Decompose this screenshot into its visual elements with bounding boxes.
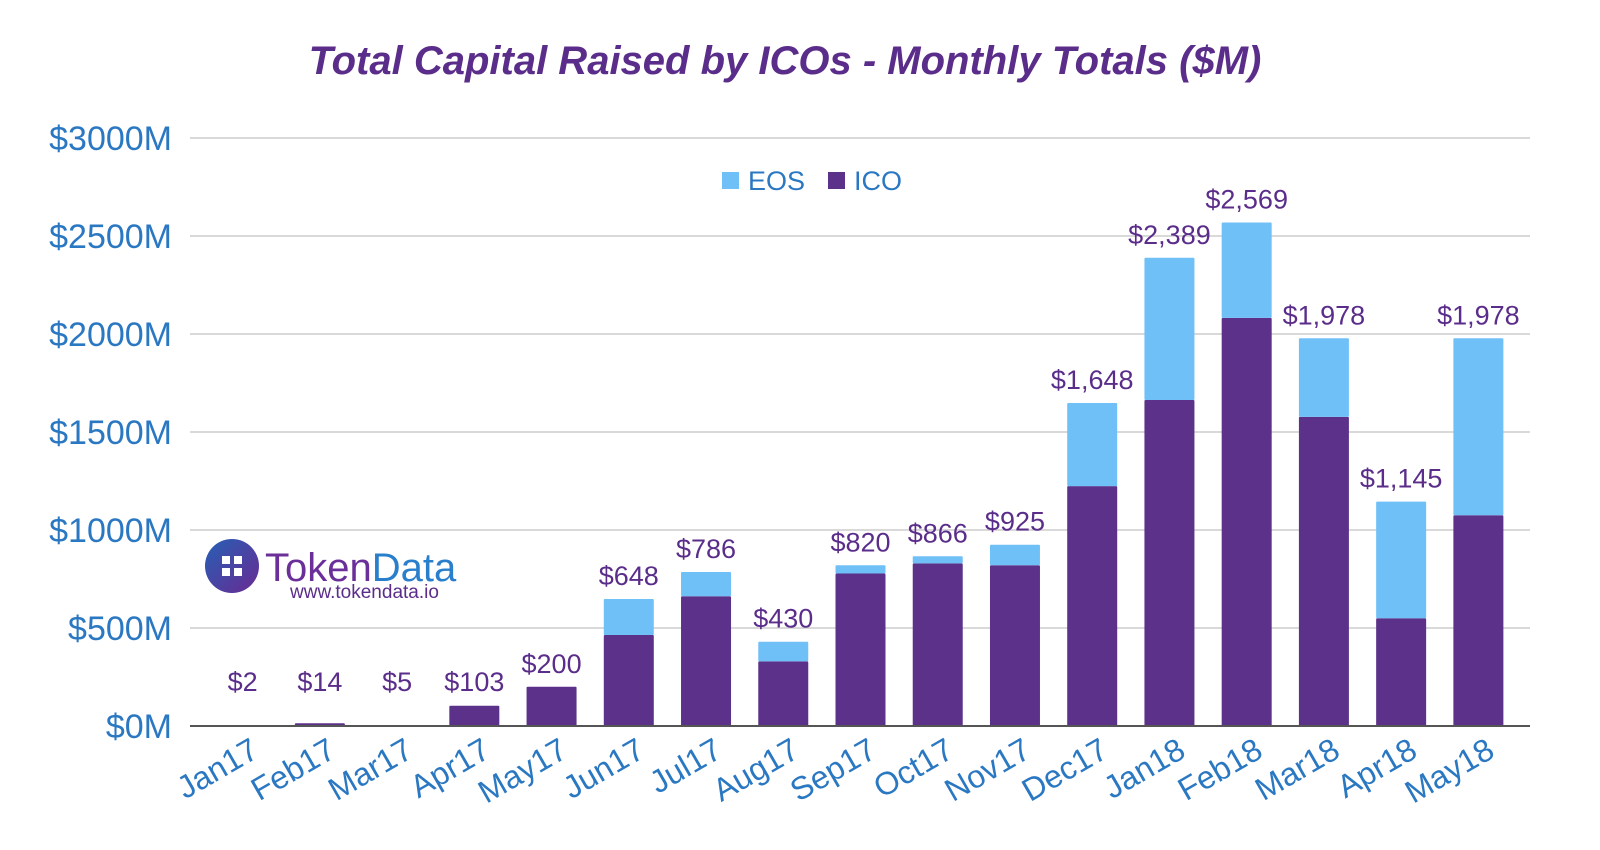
data-label: $2,389 bbox=[1128, 220, 1211, 250]
data-label: $786 bbox=[676, 534, 736, 564]
bar-ico-jul17 bbox=[681, 596, 732, 726]
legend-swatch-ico bbox=[828, 172, 845, 189]
bar-ico-jun17 bbox=[603, 635, 654, 726]
bar-ico-may18 bbox=[1453, 515, 1504, 726]
data-label: $648 bbox=[599, 561, 659, 591]
data-label: $866 bbox=[908, 518, 968, 548]
y-axis-ticks: $0M $500M $1000M $1500M $2000M $2500M $3000M bbox=[49, 120, 172, 746]
x-tick-label: Mar18 bbox=[1249, 731, 1346, 808]
x-tick-label: Feb17 bbox=[245, 731, 342, 808]
x-tick-label: May18 bbox=[1399, 731, 1500, 810]
x-tick-label: Jan17 bbox=[171, 731, 265, 806]
x-tick-label: Mar17 bbox=[322, 731, 419, 808]
legend-swatch-eos bbox=[722, 172, 739, 189]
data-label: $200 bbox=[522, 649, 582, 679]
y-tick-label: $1500M bbox=[49, 414, 172, 452]
bar-eos-mar18 bbox=[1298, 338, 1349, 417]
x-tick-label: Jun17 bbox=[557, 731, 651, 806]
bar-ico-dec17 bbox=[1067, 486, 1118, 726]
data-label: $5 bbox=[382, 667, 412, 697]
bar-ico-jan18 bbox=[1144, 400, 1195, 726]
bar-eos-sep17 bbox=[835, 565, 886, 574]
bar-ico-sep17 bbox=[835, 573, 886, 726]
tokendata-logo-text: TokenData bbox=[265, 546, 457, 590]
bar-ico-aug17 bbox=[758, 661, 809, 726]
data-labels: $2 $14 $5 $103 $200 $648 $786 $430 $820 $866 $925 $… bbox=[228, 184, 1520, 697]
y-tick-label: $500M bbox=[68, 610, 172, 648]
data-label: $1,978 bbox=[1283, 300, 1366, 330]
bar-eos-apr18 bbox=[1376, 501, 1427, 619]
bars bbox=[217, 222, 1504, 726]
x-tick-label: Aug17 bbox=[707, 731, 805, 808]
x-tick-label: Dec17 bbox=[1016, 731, 1114, 808]
data-label: $1,648 bbox=[1051, 365, 1134, 395]
bar-eos-oct17 bbox=[912, 556, 963, 564]
bar-eos-aug17 bbox=[758, 641, 809, 662]
data-label: $820 bbox=[830, 527, 890, 557]
bar-ico-mar18 bbox=[1298, 416, 1349, 726]
bar-eos-nov17 bbox=[989, 544, 1040, 566]
tokendata-logo-icon bbox=[205, 539, 259, 593]
bar-ico-feb18 bbox=[1221, 317, 1272, 726]
data-label: $14 bbox=[297, 667, 342, 697]
tokendata-url: www.tokendata.io bbox=[289, 582, 439, 603]
bar-eos-jan18 bbox=[1144, 257, 1195, 401]
x-tick-label: May17 bbox=[472, 731, 573, 810]
data-label: $925 bbox=[985, 507, 1045, 537]
tokendata-watermark: TokenData www.tokendata.io bbox=[205, 539, 457, 603]
y-tick-label: $2000M bbox=[49, 316, 172, 354]
y-tick-label: $1000M bbox=[49, 512, 172, 550]
data-label: $2 bbox=[228, 667, 258, 697]
data-label: $103 bbox=[444, 667, 504, 697]
y-tick-label: $0M bbox=[106, 708, 172, 746]
x-tick-label: Oct17 bbox=[867, 731, 959, 805]
data-label: $430 bbox=[753, 604, 813, 634]
bar-eos-jun17 bbox=[603, 598, 654, 636]
bar-eos-dec17 bbox=[1067, 402, 1118, 487]
bar-ico-nov17 bbox=[989, 565, 1040, 726]
x-tick-label: Jan18 bbox=[1097, 731, 1191, 806]
y-tick-label: $3000M bbox=[49, 120, 172, 158]
data-label: $2,569 bbox=[1205, 184, 1288, 214]
y-tick-label: $2500M bbox=[49, 218, 172, 256]
bar-ico-apr17 bbox=[449, 705, 500, 726]
data-label: $1,978 bbox=[1437, 300, 1520, 330]
bar-ico-may17 bbox=[526, 686, 577, 726]
x-axis-ticks: Jan17Feb17Mar17Apr17May17Jun17Jul17Aug17… bbox=[171, 731, 1500, 810]
bar-eos-may18 bbox=[1453, 338, 1504, 516]
bar-ico-apr18 bbox=[1376, 618, 1427, 726]
x-tick-label: Sep17 bbox=[784, 731, 882, 808]
chart-title: Total Capital Raised by ICOs - Monthly T… bbox=[309, 39, 1262, 83]
bar-ico-oct17 bbox=[912, 563, 963, 726]
legend-label-ico: ICO bbox=[854, 166, 902, 196]
legend: EOS ICO bbox=[722, 166, 902, 196]
bar-eos-feb18 bbox=[1221, 222, 1272, 318]
data-label: $1,145 bbox=[1360, 464, 1443, 494]
bar-eos-jul17 bbox=[681, 571, 732, 597]
x-tick-label: Feb18 bbox=[1172, 731, 1269, 808]
x-tick-label: Nov17 bbox=[938, 731, 1036, 808]
legend-label-eos: EOS bbox=[748, 166, 805, 196]
